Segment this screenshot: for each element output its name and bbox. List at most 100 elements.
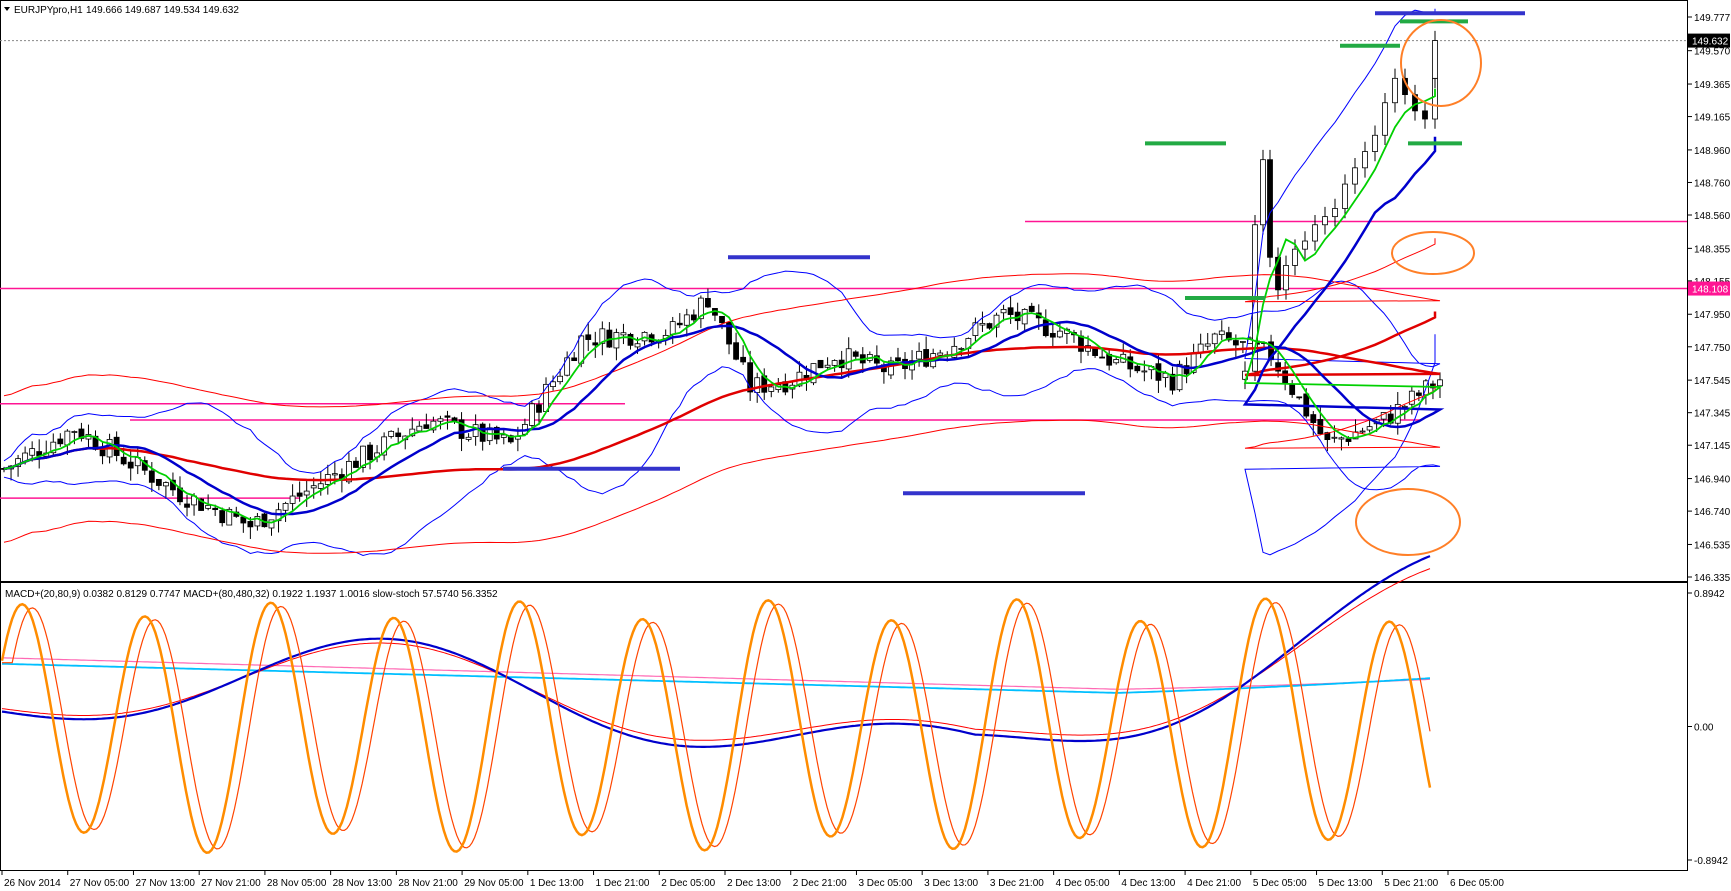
candle-body [331, 473, 338, 476]
marked-level-label: 148.108 [1692, 285, 1729, 296]
price-tick-label: 147.345 [1694, 409, 1731, 420]
time-tick-label: 2 Dec 05:00 [661, 878, 715, 889]
collapse-triangle-icon[interactable] [4, 7, 10, 11]
candle-body [585, 334, 592, 340]
candle-body [367, 444, 373, 461]
candle-body [395, 432, 402, 438]
candle-body [972, 322, 979, 336]
candle-body [1275, 256, 1281, 291]
candle-body [733, 342, 739, 360]
candle-body [979, 323, 986, 326]
macd-slow-line [1, 662, 1431, 694]
candle-body [726, 321, 732, 345]
candle-body [423, 424, 430, 429]
time-tick-label: 26 Nov 2014 [4, 878, 61, 889]
candle-body [310, 485, 317, 489]
price-tick-label: 146.535 [1694, 540, 1731, 551]
candle-body [317, 483, 324, 489]
candle-body [71, 431, 78, 433]
candle-body [669, 321, 676, 335]
candle-body [1267, 159, 1273, 258]
candle-body [360, 445, 366, 468]
candle-body [536, 404, 542, 413]
candle-body [831, 360, 838, 366]
candle-body [845, 348, 852, 370]
candle-body [1113, 359, 1120, 364]
candle-body [1415, 392, 1422, 396]
time-tick-label: 5 Dec 13:00 [1319, 878, 1373, 889]
candle-body [1394, 404, 1401, 424]
candle-body [1302, 240, 1308, 250]
candle-body [768, 386, 775, 392]
time-tick-label: 2 Dec 13:00 [727, 878, 781, 889]
highlight-ellipse [1391, 231, 1475, 275]
macd-slow-signal-line [1, 657, 1431, 690]
candle-body [148, 470, 155, 483]
candle-body [1183, 365, 1190, 375]
candle-body [613, 332, 620, 349]
candle-body [437, 418, 444, 422]
candle-body [550, 381, 556, 387]
candle-body [1310, 414, 1317, 423]
candle-body [346, 460, 352, 483]
candle-body [1331, 436, 1338, 439]
time-tick-label: 27 Nov 05:00 [70, 878, 130, 889]
candle-body [1275, 362, 1281, 372]
candle-body [184, 503, 190, 508]
candle-body [895, 357, 901, 362]
price-tick-label: 149.165 [1694, 113, 1731, 124]
candle-body [1359, 430, 1366, 433]
stoch-signal-line [2, 602, 1431, 850]
envelope-lower [3, 384, 1441, 554]
price-tick-label: 147.750 [1694, 343, 1731, 354]
price-tick-label: 146.740 [1694, 507, 1731, 518]
price-tick-label: 148.355 [1694, 244, 1731, 255]
candle-body [1382, 102, 1388, 136]
candle-body [1056, 330, 1063, 338]
candle-body [557, 375, 563, 383]
candle-body [296, 492, 303, 497]
candle-body [1332, 208, 1338, 218]
candle-body [1268, 341, 1274, 361]
candle-body [1021, 309, 1028, 325]
macd-fast-line [1, 555, 1431, 749]
candle-body [705, 298, 711, 308]
price-tick-label: 146.940 [1694, 475, 1731, 486]
price-tick-label: 148.760 [1694, 178, 1731, 189]
candle-body [416, 425, 423, 432]
slow-ma-line [3, 311, 1441, 482]
bollinger-lower [3, 334, 1441, 557]
candle-body [1127, 356, 1134, 370]
candle-body [430, 420, 437, 431]
candle-body [1352, 431, 1359, 440]
candle-body [1049, 332, 1056, 338]
candle-body [571, 357, 578, 362]
price-tick-label: 147.950 [1694, 310, 1731, 321]
indicator-tick-label: 0.00 [1694, 723, 1714, 734]
candle-body [1204, 343, 1211, 347]
candle-body [620, 332, 627, 336]
axis-layer: 149.777 149.570 149.365 149.165 148.960 148.7… [1, 13, 1731, 889]
candle-body [198, 498, 204, 511]
ohlc-header: 149.666 149.687 149.534 149.632 [86, 5, 239, 16]
time-tick-label: 28 Nov 05:00 [267, 878, 327, 889]
candle-body [1345, 438, 1352, 442]
time-tick-label: 1 Dec 21:00 [596, 878, 650, 889]
time-tick-label: 4 Dec 05:00 [1056, 878, 1110, 889]
candle-body [1401, 405, 1408, 408]
price-panel [0, 0, 1688, 582]
price-tick-label: 146.335 [1694, 573, 1731, 584]
candle-body [754, 377, 761, 393]
candle-body [78, 428, 85, 439]
indicator-tick-label: 0.8942 [1694, 589, 1725, 600]
candle-body [529, 403, 535, 426]
candle-body [634, 343, 641, 348]
price-layer [0, 8, 1687, 557]
highlight-ellipse [1400, 19, 1482, 107]
candle-body [1372, 134, 1378, 152]
candle-body [444, 415, 451, 418]
candle-body [64, 430, 71, 446]
candle-body [627, 333, 634, 346]
candle-body [1392, 77, 1398, 104]
